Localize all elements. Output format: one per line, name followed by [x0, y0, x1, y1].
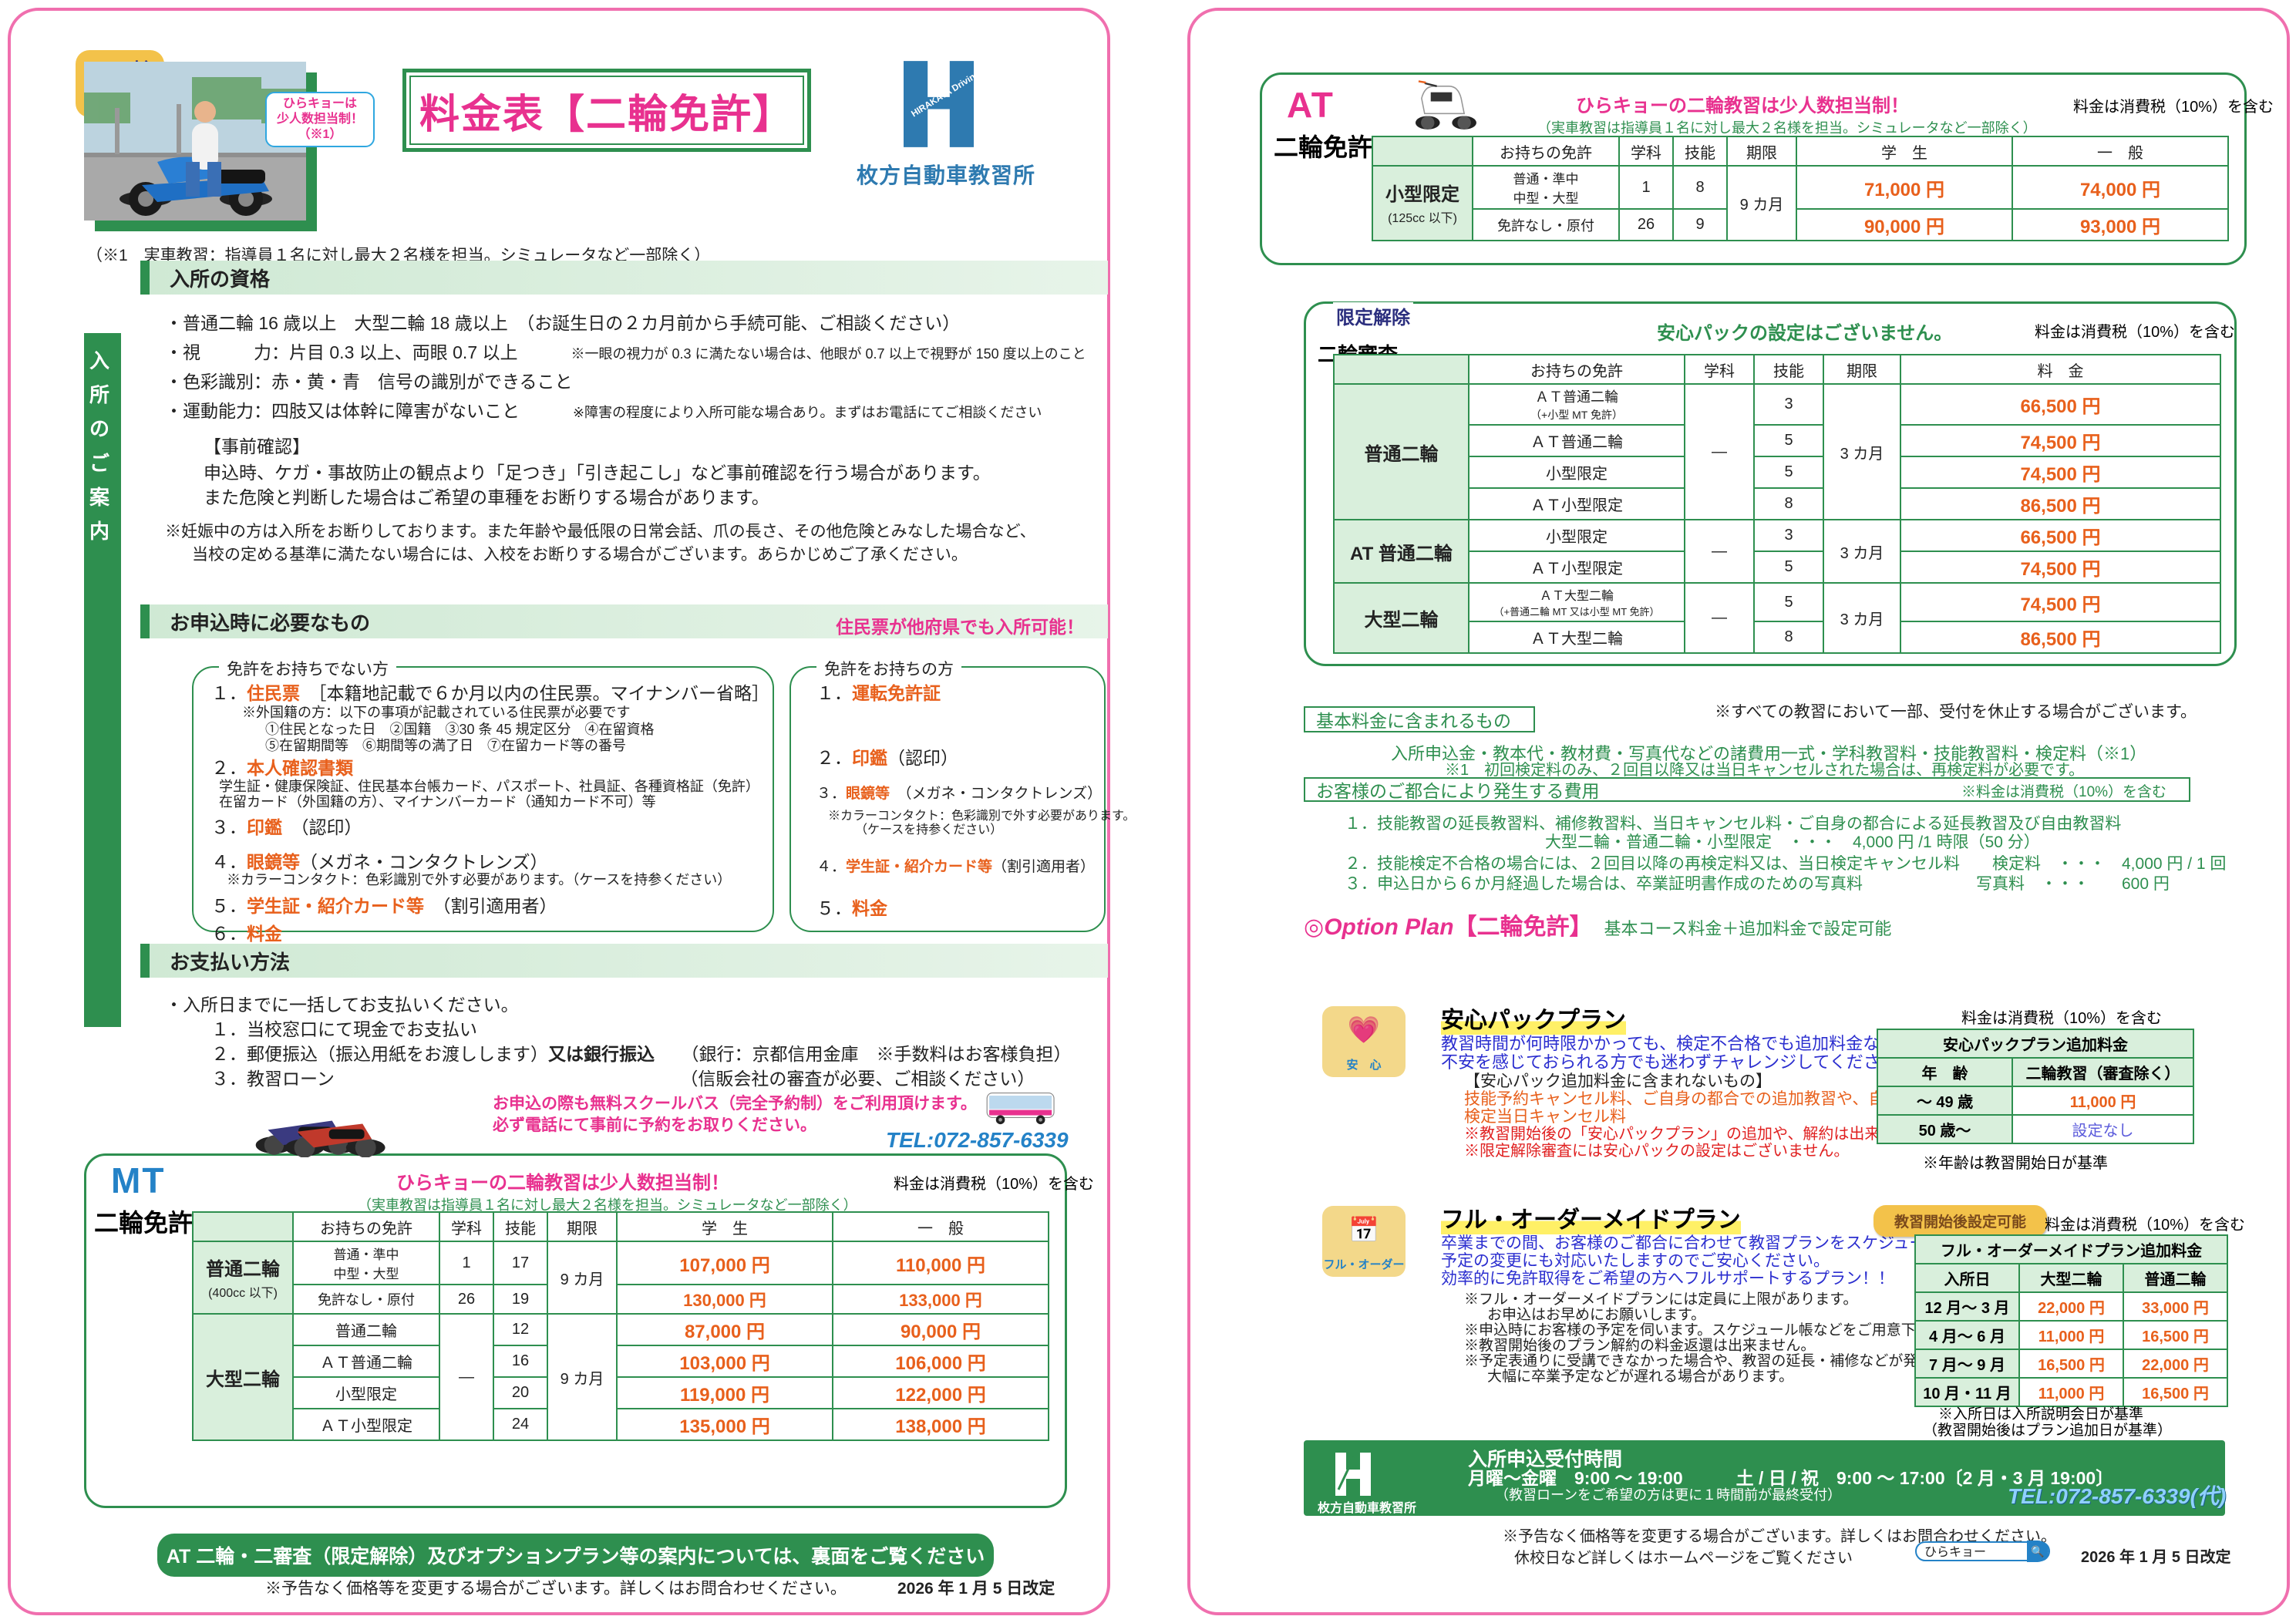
svg-text:💗: 💗 [1348, 1015, 1381, 1045]
svg-text:📅: 📅 [1348, 1216, 1379, 1244]
